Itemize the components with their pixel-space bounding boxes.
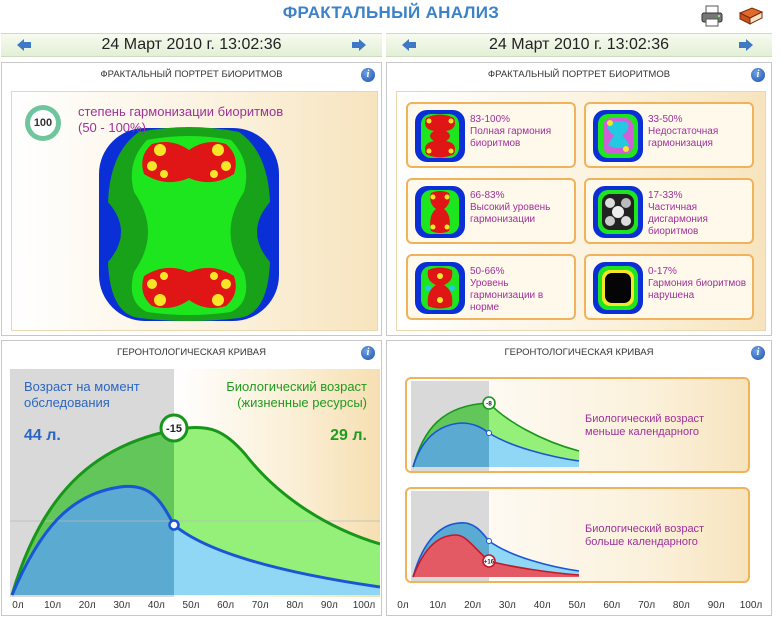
axis-tick-label: 90л [707, 600, 725, 611]
info-icon[interactable]: i [751, 68, 765, 82]
axis-tick-label: 10л [44, 600, 62, 611]
legend-fractal-partial [593, 186, 643, 238]
panel-title: ФРАКТАЛЬНЫЙ ПОРТРЕТ БИОРИТМОВ [100, 69, 283, 80]
prev-date-left-icon[interactable] [16, 38, 32, 52]
fractal-portrait [99, 127, 279, 321]
mini-curve-younger: -8 [411, 381, 580, 471]
info-icon[interactable]: i [361, 68, 375, 82]
fractal-area: 100 степень гармонизации биоритмов (50 -… [11, 91, 378, 331]
axis-tick-label: 20л [464, 600, 482, 611]
age-diff-marker: -15 [166, 423, 182, 435]
card-text: Биологический возраст больше календарног… [585, 523, 705, 548]
legend-text: Полная гармония биоритмов [470, 126, 552, 149]
next-date-left-icon[interactable] [351, 38, 367, 52]
score-badge: 100 [25, 105, 61, 141]
prev-date-right-icon[interactable] [401, 38, 417, 52]
legend-fractal-broken [593, 262, 643, 314]
panel-title: ФРАКТАЛЬНЫЙ ПОРТРЕТ БИОРИТМОВ [487, 69, 671, 80]
axis-tick-label: 100л [352, 600, 376, 611]
legend-item: 17-33% Частичная дисгармония биоритмов [584, 178, 754, 244]
panel-title: ГЕРОНТОЛОГИЧЕСКАЯ КРИВАЯ [504, 347, 654, 358]
left-date: 24 Март 2010 г. 13:02:36 [101, 36, 282, 53]
legend-range: 83-100% [470, 114, 511, 125]
calendar-age-value: 44 л. [24, 427, 61, 444]
harmony-caption: степень гармонизации биоритмов [78, 104, 284, 119]
info-icon[interactable]: i [361, 346, 375, 360]
right-geronto-panel: ГЕРОНТОЛОГИЧЕСКАЯ КРИВАЯ i -8 Биологичес… [386, 340, 772, 616]
axis-tick-label: 20л [78, 600, 96, 611]
mini-diff-marker: -8 [486, 401, 492, 408]
bio-age-label: Биологический возраст (жизненные ресурсы… [226, 379, 367, 410]
card-text: Биологический возраст меньше календарног… [585, 413, 705, 438]
info-icon[interactable]: i [751, 346, 765, 360]
left-date-bar: 24 Март 2010 г. 13:02:36 [1, 33, 382, 57]
legend-range: 50-66% [470, 266, 505, 277]
fractal-bottom-lobe [142, 267, 236, 308]
legend-text: Гармония биоритмов нарушена [648, 278, 747, 301]
right-date: 24 Март 2010 г. 13:02:36 [488, 36, 670, 53]
legend-fractal-full [415, 110, 465, 162]
legend-fractal-normal [415, 262, 465, 314]
legend-range: 66-83% [470, 190, 505, 201]
book-icon[interactable] [738, 5, 764, 27]
geronto-card-older: +16 Биологический возраст больше календа… [405, 487, 750, 583]
score-value: 100 [30, 110, 56, 136]
legend-item: 66-83% Высокий уровень гармонизации [406, 178, 576, 244]
harmony-range: (50 - 100%) [78, 120, 146, 135]
axis-tick-label: 40л [533, 600, 551, 611]
axis-tick-label: 0л [12, 600, 24, 611]
legend-item: 0-17% Гармония биоритмов нарушена [584, 254, 754, 320]
panel-title: ГЕРОНТОЛОГИЧЕСКАЯ КРИВАЯ [117, 347, 266, 358]
axis-tick-label: 30л [498, 600, 516, 611]
legend-text: Уровень гармонизации в норме [470, 278, 544, 313]
geronto-card-younger: -8 Биологический возраст меньше календар… [405, 377, 750, 473]
next-date-right-icon[interactable] [738, 38, 754, 52]
mini-diff-marker: +16 [484, 560, 495, 566]
axis-tick-label: 60л [603, 600, 621, 611]
calendar-age-label: Возраст на момент обследования [24, 379, 140, 410]
legend-item: 50-66% Уровень гармонизации в норме [406, 254, 576, 320]
fractal-top-lobe [142, 142, 236, 183]
legend-item: 83-100% Полная гармония биоритмов [406, 102, 576, 168]
axis-tick-label: 50л [568, 600, 586, 611]
printer-icon[interactable] [700, 5, 724, 27]
legend-range: 0-17% [648, 266, 677, 277]
axis-tick-label: 60л [217, 600, 235, 611]
axis-tick-label: 70л [251, 600, 269, 611]
gerontology-curve: -15 [10, 369, 380, 597]
axis-tick-label: 30л [113, 600, 131, 611]
axis-tick-label: 70л [638, 600, 656, 611]
right-date-bar: 24 Март 2010 г. 13:02:36 [386, 33, 772, 57]
legend-area: 83-100% Полная гармония биоритмов 33-50%… [396, 91, 766, 331]
age-axis: 0л 10л 20л 30л 40л 50л 60л 70л 80л 90л 100л [387, 600, 773, 614]
left-fractal-panel: ФРАКТАЛЬНЫЙ ПОРТРЕТ БИОРИТМОВ i 100 степ… [1, 62, 382, 336]
left-geronto-panel: ГЕРОНТОЛОГИЧЕСКАЯ КРИВАЯ i -15 Возраст н… [1, 340, 382, 616]
legend-text: Недостаточная гармонизация [648, 126, 719, 149]
legend-item: 33-50% Недостаточная гармонизация [584, 102, 754, 168]
axis-tick-label: 90л [320, 600, 338, 611]
legend-fractal-high [415, 186, 465, 238]
bio-age-value: 29 л. [330, 427, 367, 444]
axis-tick-label: 80л [286, 600, 304, 611]
legend-text: Высокий уровень гармонизации [470, 202, 551, 225]
legend-fractal-insufficient [593, 110, 643, 162]
axis-tick-label: 10л [429, 600, 447, 611]
right-fractal-panel: ФРАКТАЛЬНЫЙ ПОРТРЕТ БИОРИТМОВ i 83-100% … [386, 62, 772, 336]
legend-range: 33-50% [648, 114, 683, 125]
axis-tick-label: 80л [672, 600, 690, 611]
mini-curve-older: +16 [411, 491, 580, 581]
axis-tick-label: 40л [147, 600, 165, 611]
legend-range: 17-33% [648, 190, 683, 201]
axis-tick-label: 100л [739, 600, 763, 611]
axis-tick-label: 0л [397, 600, 409, 611]
age-axis: 0л 10л 20л 30л 40л 50л 60л 70л 80л 90л 100л [2, 600, 383, 614]
legend-text: Частичная дисгармония биоритмов [648, 202, 708, 237]
axis-tick-label: 50л [182, 600, 200, 611]
page-title: ФРАКТАЛЬНЫЙ АНАЛИЗ [282, 3, 500, 22]
